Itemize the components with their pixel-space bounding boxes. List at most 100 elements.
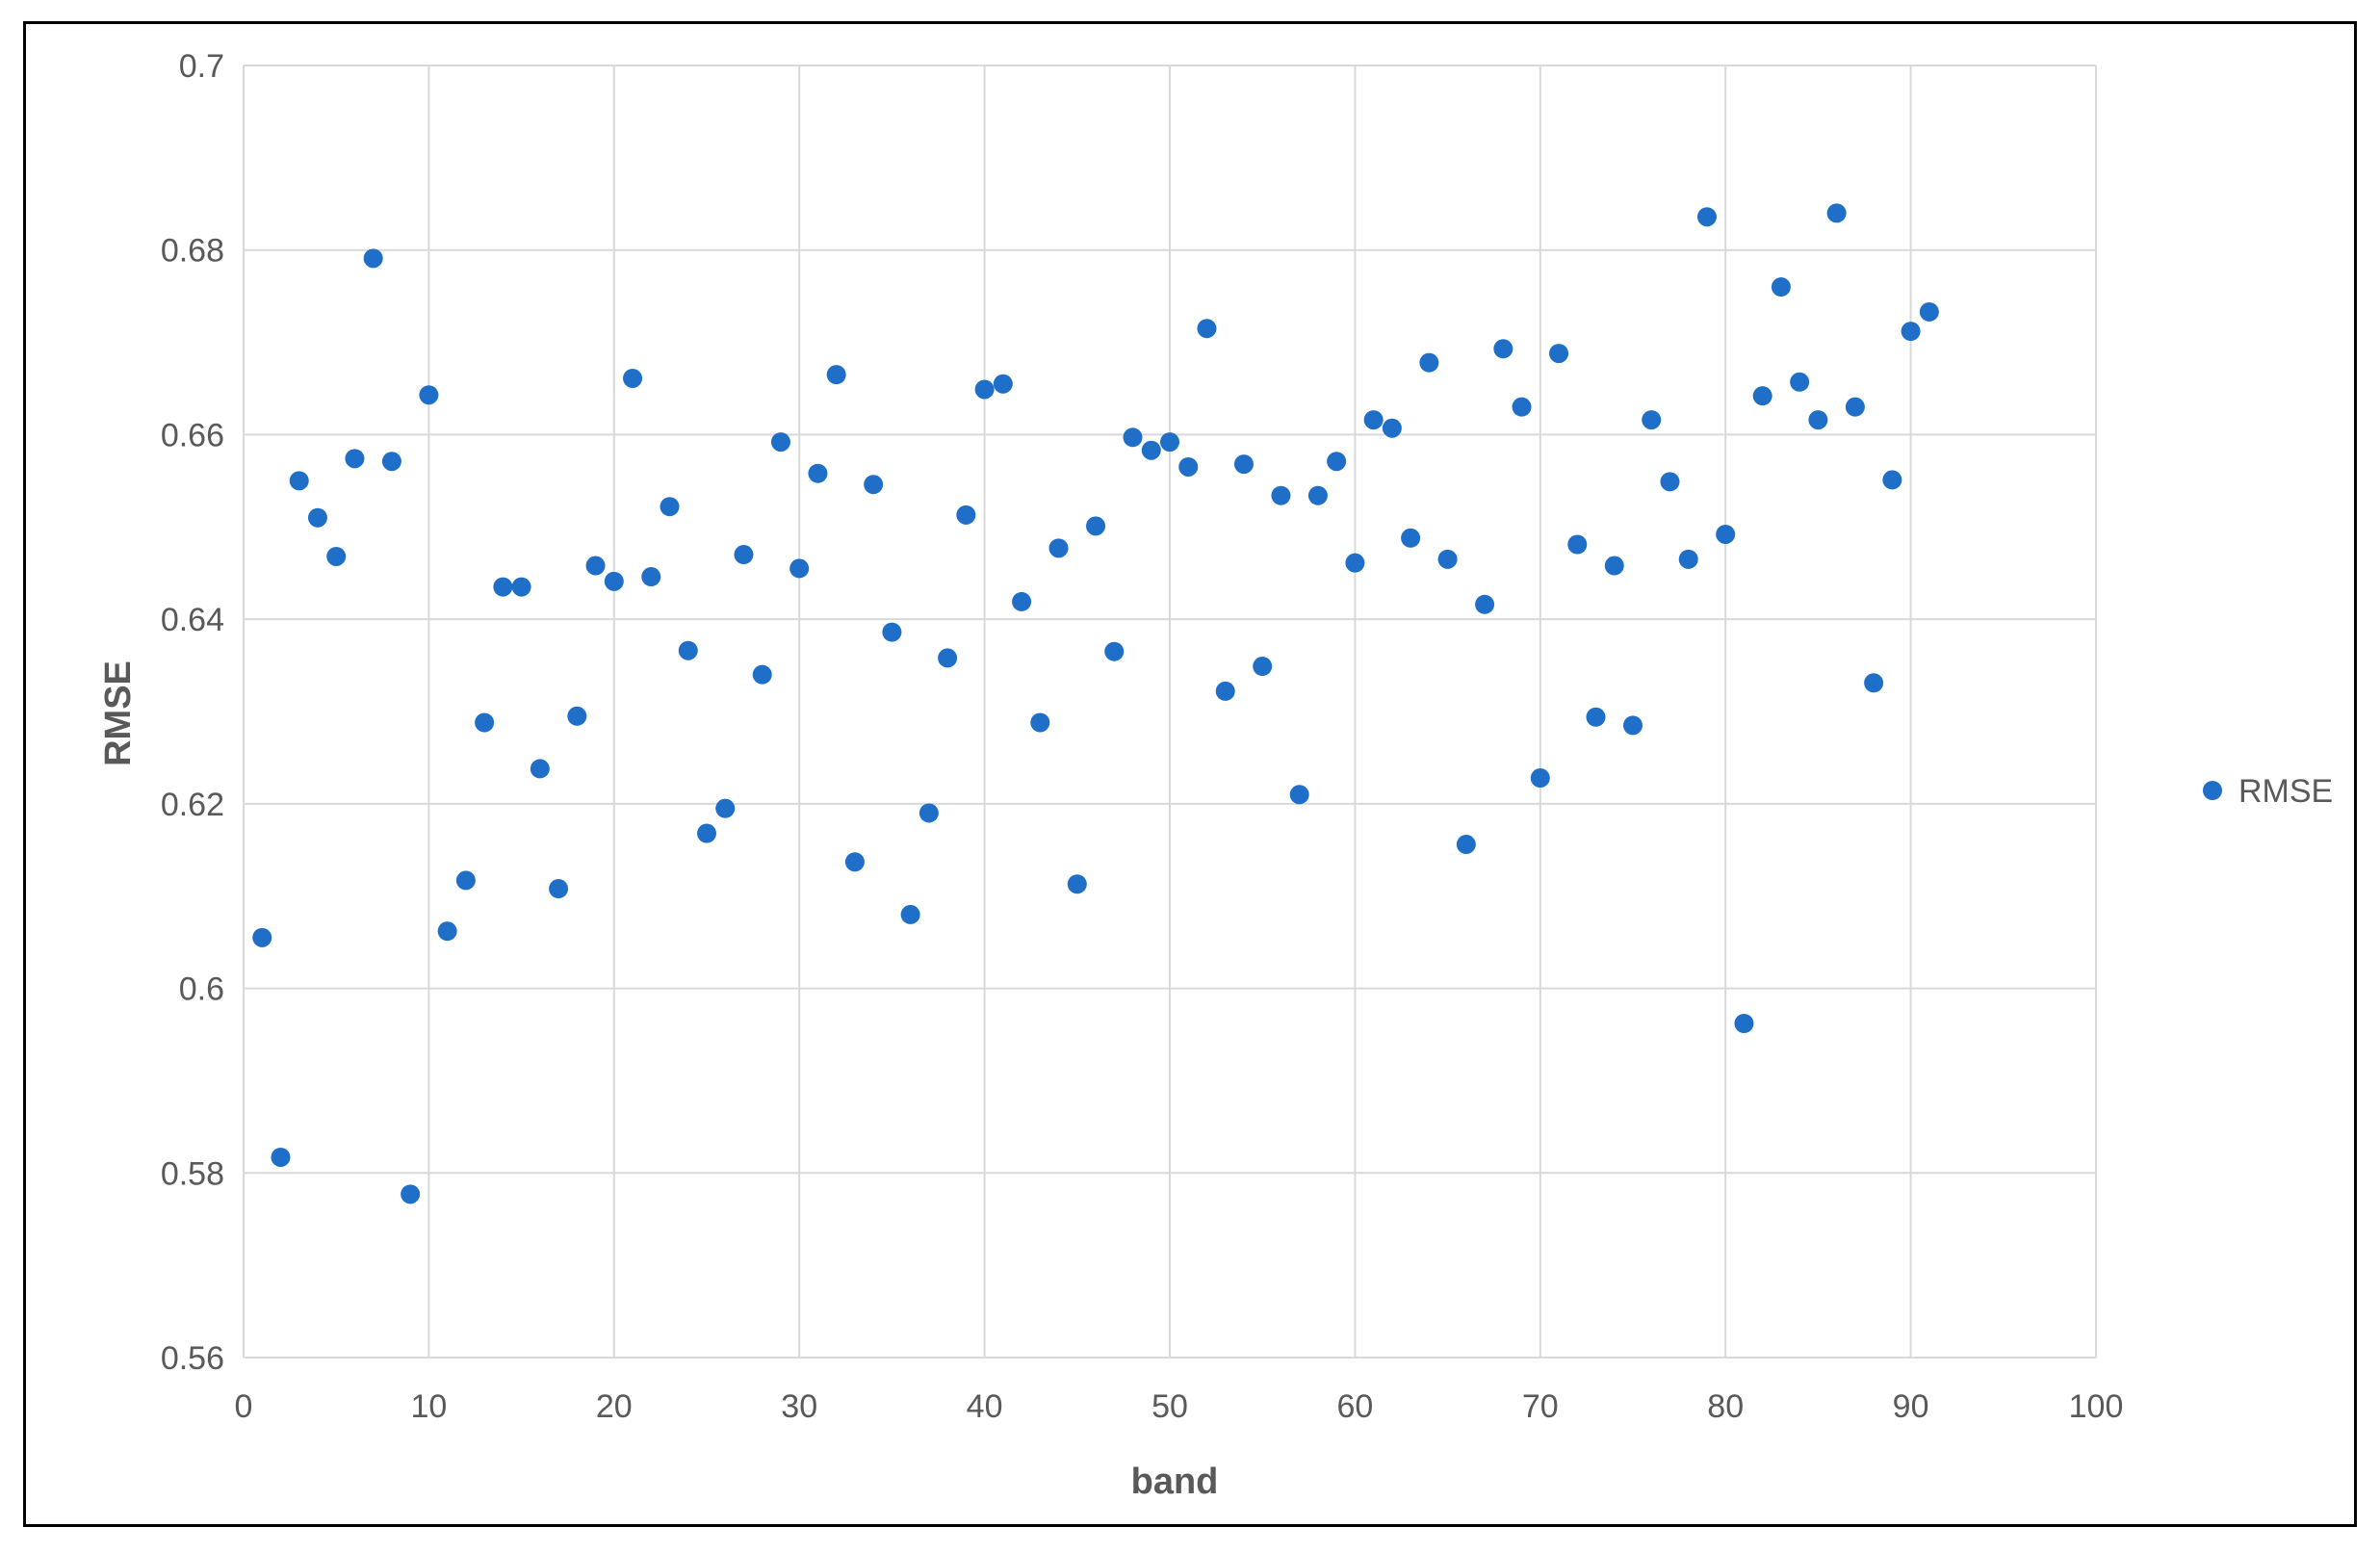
data-point (1178, 456, 1199, 477)
legend-marker (2203, 781, 2222, 800)
y-axis-title: RMSE (98, 660, 139, 766)
data-point (1493, 339, 1513, 359)
data-point (252, 927, 272, 947)
data-point (1808, 410, 1828, 430)
data-point (1141, 440, 1161, 460)
x-axis-title: band (1131, 1462, 1219, 1502)
data-point (1160, 432, 1179, 453)
data-point (1456, 835, 1476, 855)
data-point (1048, 538, 1069, 558)
data-point (1197, 319, 1217, 339)
data-point (956, 505, 976, 525)
data-point (900, 904, 920, 924)
data-point (1123, 427, 1143, 448)
data-point (789, 558, 810, 579)
data-point (345, 449, 365, 469)
data-point (623, 368, 643, 388)
data-point (1475, 594, 1495, 614)
y-tick-label: 0.7 (179, 48, 224, 85)
data-point (1549, 344, 1569, 364)
y-tick-label: 0.64 (161, 602, 224, 638)
data-point (1012, 591, 1032, 611)
data-point (1363, 410, 1384, 430)
x-tick-label: 0 (235, 1388, 253, 1425)
data-point (1604, 556, 1624, 576)
data-point (1419, 352, 1439, 373)
y-tick-label: 0.58 (161, 1155, 224, 1192)
data-point (715, 798, 736, 818)
data-point (1086, 516, 1106, 536)
data-point (1901, 322, 1921, 342)
data-point (1327, 452, 1347, 472)
data-point (1289, 785, 1309, 805)
data-point (1623, 715, 1643, 736)
y-tick-label: 0.68 (161, 233, 224, 270)
x-tick-label: 80 (1707, 1388, 1744, 1425)
chart-frame: 0.56 0.58 0.6 0.62 0.64 0.66 0.68 0.7 0 10 20 30 40 5… (23, 21, 2357, 1527)
data-point (678, 640, 698, 660)
data-point (530, 759, 550, 779)
x-tick-label: 100 (2069, 1388, 2124, 1425)
data-point (641, 567, 661, 587)
x-tick-label: 70 (1522, 1388, 1559, 1425)
data-point (697, 823, 716, 843)
data-point (1882, 470, 1902, 490)
data-point (1864, 673, 1884, 693)
data-point (1030, 712, 1050, 733)
data-point (1382, 418, 1402, 438)
y-tick-label: 0.62 (161, 787, 224, 823)
data-point (326, 546, 347, 566)
data-point (974, 379, 995, 400)
data-point (271, 1147, 291, 1167)
data-point (1345, 553, 1365, 573)
data-point (381, 452, 401, 472)
data-point (864, 475, 884, 495)
data-point (549, 879, 569, 899)
data-point (1919, 301, 1939, 322)
data-point (419, 385, 439, 405)
data-point (1271, 485, 1291, 505)
data-point (567, 706, 587, 726)
data-point (437, 921, 457, 942)
data-point (475, 712, 495, 733)
y-tick-label: 0.66 (161, 417, 224, 453)
data-point (363, 248, 383, 269)
data-point (1826, 203, 1847, 223)
tick-labels: 0.56 0.58 0.6 0.62 0.64 0.66 0.68 0.7 0 10 20 30 40 5… (161, 48, 2124, 1425)
data-point (1215, 681, 1235, 701)
x-tick-label: 90 (1893, 1388, 1929, 1425)
x-tick-label: 10 (410, 1388, 447, 1425)
legend-label: RMSE (2238, 773, 2333, 810)
data-point (660, 497, 680, 517)
data-point (401, 1184, 421, 1204)
data-point (993, 374, 1013, 394)
x-tick-label: 30 (781, 1388, 817, 1425)
data-point (1067, 874, 1087, 894)
data-point (938, 648, 958, 668)
data-point (307, 507, 327, 528)
data-point (1233, 454, 1254, 475)
data-point (1104, 641, 1125, 661)
data-point (1734, 1013, 1754, 1033)
data-point (1660, 472, 1680, 492)
data-point (289, 471, 309, 491)
x-tick-label: 20 (596, 1388, 633, 1425)
data-point (1512, 397, 1532, 417)
data-point (1771, 277, 1791, 298)
data-point (826, 365, 846, 385)
data-point (1530, 768, 1550, 789)
data-point (734, 545, 754, 565)
data-point (918, 803, 939, 823)
data-point (585, 556, 606, 576)
data-point (493, 577, 513, 597)
data-point (604, 571, 624, 591)
data-point (1845, 397, 1865, 417)
data-point (1401, 528, 1421, 548)
data-point (844, 852, 865, 872)
y-tick-label: 0.6 (179, 971, 224, 1008)
data-point (1567, 534, 1588, 555)
data-point (1678, 549, 1698, 569)
data-point (1752, 386, 1772, 406)
x-tick-label: 60 (1336, 1388, 1373, 1425)
data-point (1696, 207, 1717, 227)
